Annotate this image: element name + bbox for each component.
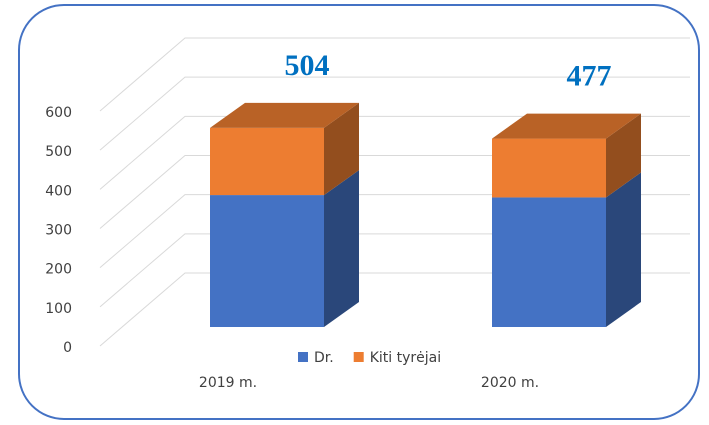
y-tick-label: 0 <box>63 340 72 356</box>
y-tick-label: 200 <box>45 262 72 278</box>
bar <box>210 127 324 196</box>
bar-side <box>324 102 359 196</box>
grid-line <box>99 37 690 112</box>
bar-side <box>606 113 641 198</box>
y-tick-label: 400 <box>45 183 72 199</box>
x-tick-label: 2020 m. <box>481 375 539 391</box>
y-tick-label: 300 <box>45 223 72 239</box>
bar-top <box>210 102 359 128</box>
x-tick-label: 2019 m. <box>199 375 257 391</box>
legend-label: Dr. <box>314 350 334 366</box>
legend-swatch <box>298 352 308 362</box>
grid-line <box>99 115 690 190</box>
bar-side <box>324 170 359 327</box>
bar <box>210 195 324 327</box>
y-tick-label: 500 <box>45 144 72 160</box>
grid-line <box>99 76 690 151</box>
bar <box>492 197 606 327</box>
bar <box>492 138 606 198</box>
y-tick-label: 100 <box>45 301 72 317</box>
y-tick-label: 600 <box>45 105 72 121</box>
bar-side <box>606 172 641 327</box>
total-label: 504 <box>285 49 330 82</box>
legend-swatch <box>353 352 364 362</box>
total-label: 477 <box>567 59 612 92</box>
legend-label: Kiti tyrėjai <box>370 350 441 366</box>
bar-top <box>492 113 641 139</box>
